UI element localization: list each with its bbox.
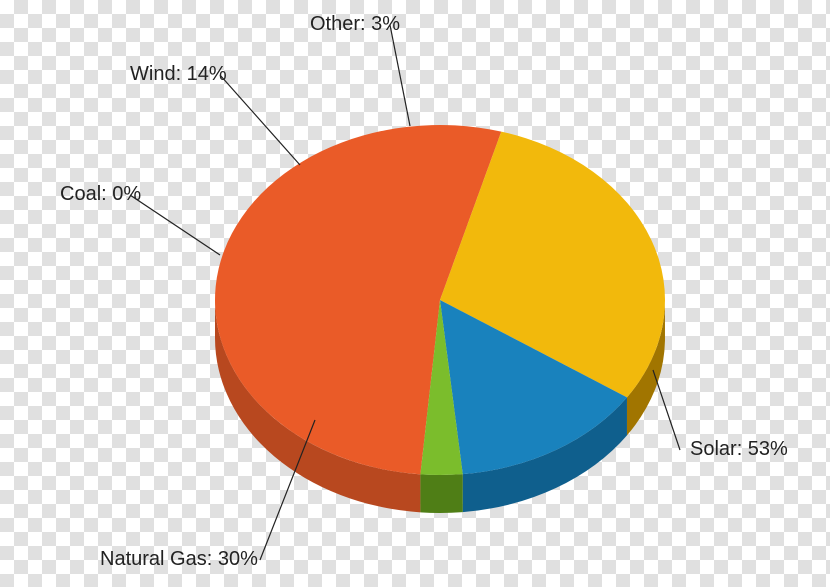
leader-coal (130, 195, 220, 255)
label-solar: Solar: 53% (690, 438, 788, 460)
leader-other (390, 25, 410, 126)
label-other: Other: 3% (310, 13, 400, 35)
leader-wind (220, 75, 300, 165)
energy-pie-chart: Solar: 53% Natural Gas: 30% Coal: 0% Wind: … (0, 0, 830, 587)
pie-side-other (420, 474, 462, 513)
leader-solar (653, 370, 680, 450)
label-wind: Wind: 14% (130, 63, 227, 85)
label-coal: Coal: 0% (60, 183, 141, 205)
label-natural-gas: Natural Gas: 30% (100, 548, 258, 570)
